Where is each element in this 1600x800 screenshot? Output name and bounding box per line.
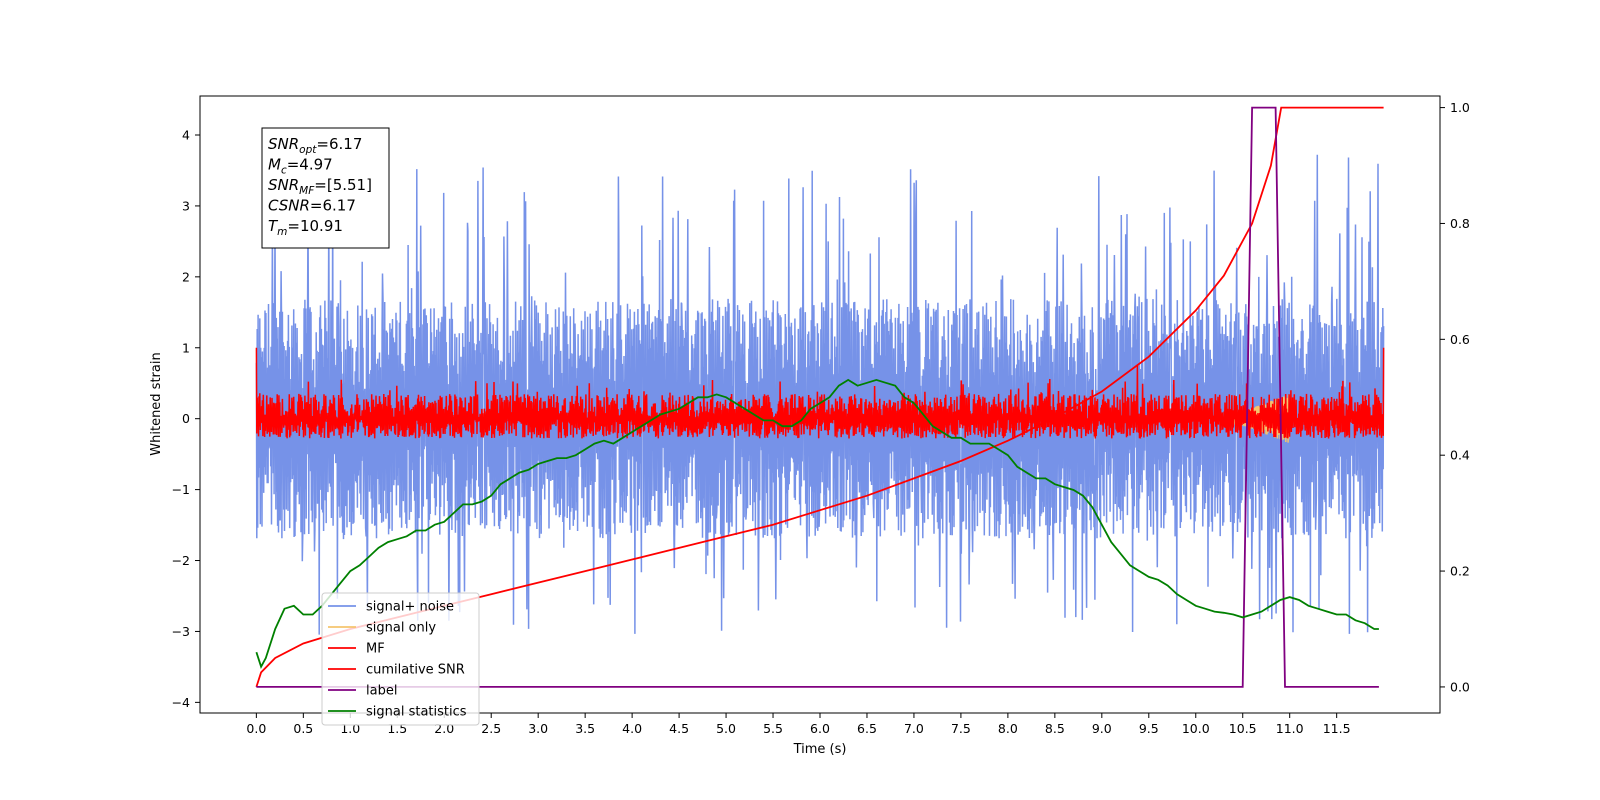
annotation-line: Mc=4.97 bbox=[268, 156, 333, 177]
annotation-symbol: M bbox=[268, 156, 281, 174]
y-axis-left: 4 3 2 1 0 −1 −2 −3 −4 bbox=[172, 128, 200, 710]
x-tick-label: 5.0 bbox=[716, 721, 736, 736]
y-tick-label: 1 bbox=[182, 340, 190, 355]
x-tick-label: 9.0 bbox=[1092, 721, 1112, 736]
x-tick-label: 8.5 bbox=[1045, 721, 1065, 736]
y-axis-right: 1.0 0.8 0.6 0.4 0.2 0.0 bbox=[1440, 100, 1470, 694]
x-tick-label: 10.0 bbox=[1182, 721, 1210, 736]
annotation-symbol: T bbox=[268, 217, 279, 235]
annotation-value: =[5.51] bbox=[314, 176, 372, 194]
series-signal-noise bbox=[255, 154, 1385, 635]
y2-tick-label: 0.2 bbox=[1450, 564, 1470, 579]
x-tick-label: 3.5 bbox=[575, 721, 595, 736]
annotation-subscript: m bbox=[277, 226, 287, 238]
y2-tick-label: 0.8 bbox=[1450, 216, 1470, 231]
legend-entry-label: signal+ noise bbox=[366, 600, 454, 615]
y-tick-label: −3 bbox=[172, 624, 190, 639]
x-tick-label: 7.5 bbox=[951, 721, 971, 736]
y-tick-label: −4 bbox=[172, 695, 190, 710]
x-tick-label: 0.5 bbox=[293, 721, 313, 736]
x-tick-label: 7.0 bbox=[904, 721, 924, 736]
legend-entry-label: cumilative SNR bbox=[366, 663, 465, 678]
x-tick-label: 0.0 bbox=[246, 721, 266, 736]
x-tick-label: 3.0 bbox=[528, 721, 548, 736]
x-tick-label: 4.0 bbox=[622, 721, 642, 736]
y2-tick-label: 0.0 bbox=[1450, 679, 1470, 694]
annotation-symbol: SNR bbox=[268, 176, 299, 194]
x-tick-label: 11.5 bbox=[1323, 721, 1351, 736]
annotation-subscript: c bbox=[281, 165, 287, 177]
series-mf bbox=[255, 347, 1385, 439]
y2-tick-label: 0.4 bbox=[1450, 448, 1470, 463]
x-tick-label: 10.5 bbox=[1229, 721, 1257, 736]
annotation-value: =4.97 bbox=[287, 156, 333, 174]
legend-entry-label: signal statistics bbox=[366, 705, 467, 720]
legend-entry-label: signal only bbox=[366, 621, 436, 636]
x-tick-label: 2.5 bbox=[481, 721, 501, 736]
x-tick-label: 6.5 bbox=[857, 721, 877, 736]
annotation-line: Tm=10.91 bbox=[268, 217, 343, 238]
y-tick-label: 2 bbox=[182, 269, 190, 284]
y-tick-label: −1 bbox=[172, 482, 190, 497]
x-tick-label: 6.0 bbox=[810, 721, 830, 736]
x-tick-label: 9.5 bbox=[1139, 721, 1159, 736]
annotation-line: SNRMF=[5.51] bbox=[268, 176, 372, 197]
annotation-value: =10.91 bbox=[287, 217, 343, 235]
annotation-line: CSNR=6.17 bbox=[268, 197, 356, 215]
y-tick-label: 3 bbox=[182, 198, 190, 213]
y2-tick-label: 0.6 bbox=[1450, 332, 1470, 347]
legend: signal+ noise signal only MF cumilative SNR… bbox=[321, 592, 480, 726]
annotation-value: =6.17 bbox=[316, 135, 362, 153]
x-tick-label: 5.5 bbox=[763, 721, 783, 736]
y-tick-label: −2 bbox=[172, 553, 190, 568]
legend-entry-label: MF bbox=[366, 642, 385, 657]
y-tick-label: 0 bbox=[182, 411, 190, 426]
x-tick-label: 11.0 bbox=[1276, 721, 1304, 736]
legend-entry-label: label bbox=[366, 684, 397, 699]
y-tick-label: 4 bbox=[182, 128, 190, 143]
annotation-subscript: opt bbox=[299, 144, 317, 156]
annotation-value: =6.17 bbox=[310, 197, 356, 215]
x-axis-label: Time (s) bbox=[793, 742, 847, 757]
annotation-symbol: SNR bbox=[268, 135, 299, 153]
annotation-box: SNRopt=6.17Mc=4.97SNRMF=[5.51]CSNR=6.17T… bbox=[261, 127, 390, 249]
annotation-line: SNRopt=6.17 bbox=[268, 135, 362, 156]
series-signal-statistics bbox=[255, 378, 1379, 669]
annotation-subscript: MF bbox=[299, 185, 315, 197]
x-tick-label: 8.0 bbox=[998, 721, 1018, 736]
x-tick-label: 4.5 bbox=[669, 721, 689, 736]
series-label bbox=[256, 106, 1379, 688]
y-axis-label: Whitened strain bbox=[149, 352, 164, 455]
legend-frame bbox=[321, 592, 480, 726]
annotation-frame bbox=[261, 127, 390, 249]
y2-tick-label: 1.0 bbox=[1450, 100, 1470, 115]
annotation-symbol: CSNR bbox=[268, 197, 310, 215]
